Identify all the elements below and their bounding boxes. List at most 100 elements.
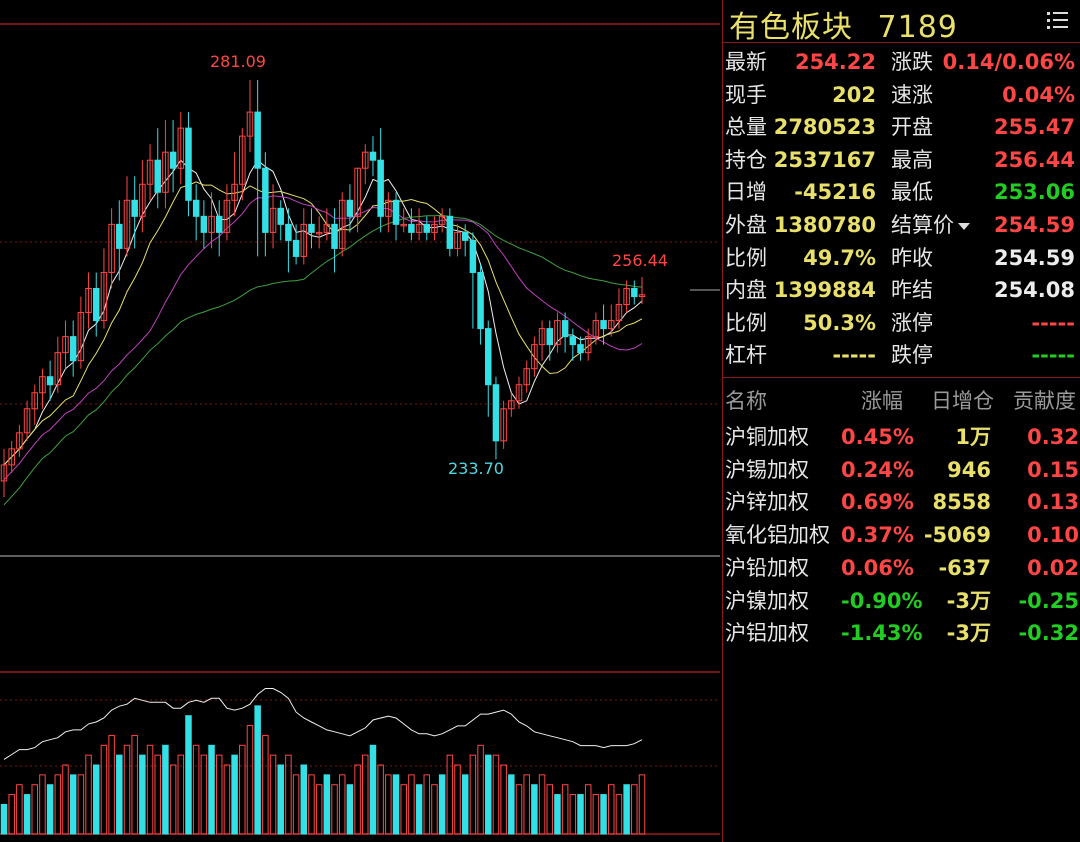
volume-bar <box>615 794 623 835</box>
quote-row: 总量 2780523 开盘 255.47 <box>723 111 1080 143</box>
volume-bar <box>8 794 15 835</box>
quote-value: 256.44 <box>993 147 1075 172</box>
menu-list-icon[interactable] <box>1047 10 1069 30</box>
volume-bar <box>492 754 500 835</box>
candle-body <box>277 207 284 225</box>
quote-label: 总量 <box>725 115 767 140</box>
candle-body <box>515 384 523 402</box>
quote-label: 外盘 <box>725 213 767 237</box>
quote-value: 254.08 <box>993 278 1075 303</box>
quote-label: 日增 <box>725 180 767 205</box>
volume-bar <box>454 764 461 835</box>
volume-bar <box>508 774 515 835</box>
commodity-name: 沪铅加权 <box>725 555 809 580</box>
candle-body <box>508 400 515 410</box>
volume-bar <box>477 744 484 835</box>
volume-bar <box>300 764 308 835</box>
volume-bar <box>538 774 546 835</box>
volume-bar <box>85 754 92 835</box>
col-header-oi-change: 日增仓 <box>931 389 994 413</box>
candle-body <box>154 159 161 193</box>
table-row[interactable]: 沪铝加权 -1.43% -3万 -0.32 <box>723 617 1080 650</box>
ma20-line <box>3 195 643 481</box>
volume-bar <box>500 764 507 835</box>
candle-body <box>323 223 331 233</box>
commodity-name: 沪锌加权 <box>725 490 809 515</box>
candle-body <box>39 376 46 394</box>
candle-body <box>631 288 638 298</box>
recent-high-label: 256.44 <box>612 251 668 270</box>
volume-bar <box>0 803 8 835</box>
volume-bar <box>269 754 277 835</box>
quote-label: 开盘 <box>891 115 933 140</box>
volume-bar <box>423 774 431 835</box>
quote-row: 持仓 2537167 最高 256.44 <box>723 144 1080 176</box>
candle-body <box>338 199 346 249</box>
candle-body <box>492 384 500 442</box>
low-price-label: 233.70 <box>448 459 504 478</box>
volume-bar <box>569 794 577 835</box>
candle-body <box>392 199 400 225</box>
volume-bar <box>415 784 423 835</box>
volume-bar <box>362 754 369 835</box>
candle-body <box>592 320 600 338</box>
quote-value: 2780523 <box>773 115 876 140</box>
table-row[interactable]: 沪镍加权 -0.90% -3万 -0.25 <box>723 585 1080 618</box>
candle-body <box>385 199 392 217</box>
quote-value: 255.47 <box>993 115 1075 140</box>
candle-body <box>262 167 269 233</box>
contribution: 0.10 <box>1027 523 1079 548</box>
quote-label: 涨跌 <box>891 50 933 74</box>
candle-body <box>438 215 446 225</box>
contribution: 0.13 <box>1027 490 1079 515</box>
ma40-line <box>3 214 643 506</box>
volume-bar <box>369 744 377 835</box>
volume-bar <box>354 764 361 835</box>
quote-value: 254.59 <box>993 213 1075 237</box>
quote-value: 49.7% <box>803 245 876 270</box>
volume-bar <box>346 784 354 835</box>
candle-body <box>16 432 23 450</box>
volume-bar <box>116 754 123 835</box>
volume-bar <box>185 715 192 835</box>
oi-increase: 1万 <box>955 425 991 449</box>
table-row[interactable]: 沪锌加权 0.69% 8558 0.13 <box>723 486 1080 519</box>
candle-body <box>369 151 377 161</box>
volume-bar <box>54 774 62 835</box>
volume-bar <box>162 744 169 835</box>
volume-bar <box>200 754 208 835</box>
candlesticks <box>0 80 646 497</box>
table-row[interactable]: 沪铜加权 0.45% 1万 0.32 <box>723 421 1080 454</box>
volume-bar <box>600 794 607 835</box>
candle-body <box>139 183 146 217</box>
volume-bar <box>292 774 300 835</box>
contribution: 0.15 <box>1027 457 1079 482</box>
volume-bar <box>215 754 223 835</box>
candle-body <box>146 159 154 185</box>
oi-increase: -3万 <box>946 621 991 646</box>
candle-body <box>408 223 415 233</box>
volume-bar <box>438 774 446 835</box>
candle-body <box>123 199 131 249</box>
table-row[interactable]: 沪锡加权 0.24% 946 0.15 <box>723 454 1080 487</box>
quote-label: 比例 <box>725 310 767 335</box>
contribution: -0.25 <box>1018 588 1079 613</box>
volume-bar <box>331 784 338 835</box>
quote-label: 结算价 <box>891 209 970 241</box>
quote-label: 涨停 <box>891 310 933 335</box>
volume-bar <box>485 754 492 835</box>
dropdown-arrow-icon[interactable] <box>958 222 970 230</box>
candle-body <box>523 368 530 386</box>
kline-chart[interactable]: 281.09 233.70 256.44 <box>0 0 722 842</box>
commodity-name: 氧化铝加权 <box>725 523 830 548</box>
table-row[interactable]: 沪铅加权 0.06% -637 0.02 <box>723 552 1080 585</box>
volume-bar <box>323 774 331 835</box>
volume-bar <box>262 734 269 835</box>
candle-body <box>77 312 85 362</box>
oi-increase: 8558 <box>932 490 991 515</box>
volume-bar <box>561 784 569 835</box>
volume-bar <box>554 794 561 835</box>
volume-bar <box>523 774 530 835</box>
table-row[interactable]: 氧化铝加权 0.37% -5069 0.10 <box>723 519 1080 552</box>
volume-bar <box>108 734 115 835</box>
